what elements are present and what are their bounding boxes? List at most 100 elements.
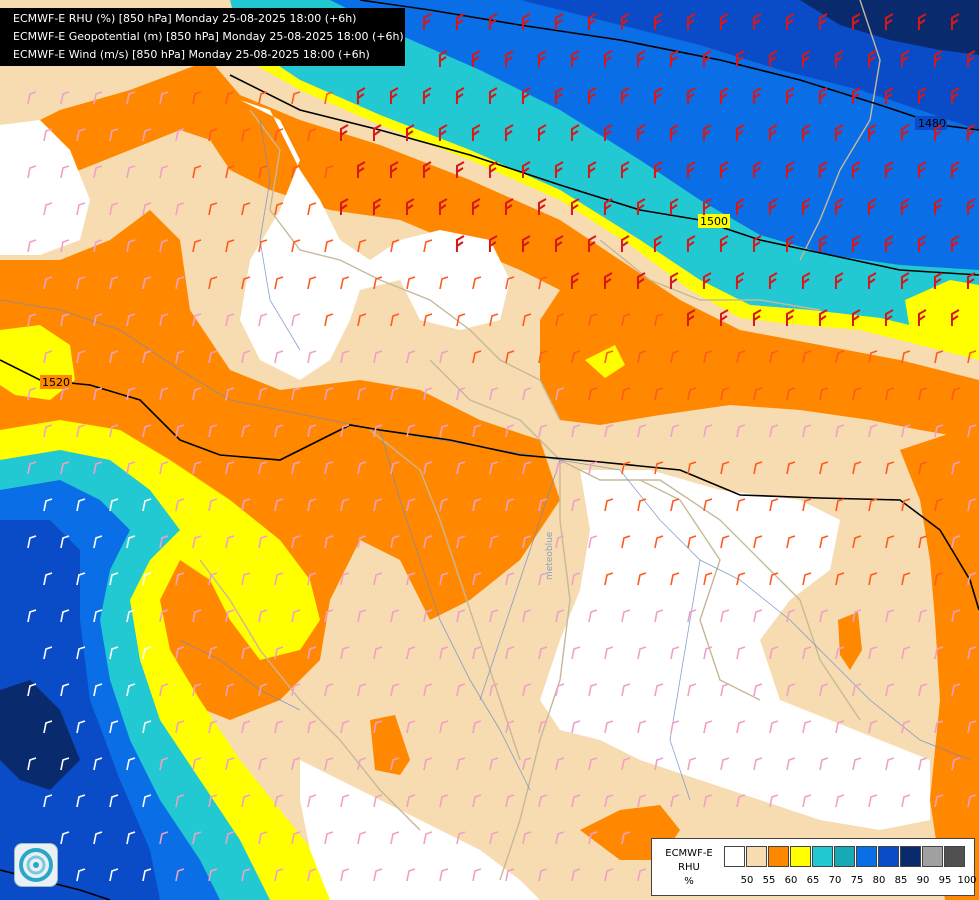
wind-barb [93, 683, 103, 697]
wind-barb [604, 424, 614, 438]
map-header: ECMWF-E RHU (%) [850 hPa] Monday 25-08-2… [0, 8, 405, 66]
wind-barb [488, 235, 498, 252]
wind-barb [654, 535, 664, 549]
wind-barb [621, 609, 631, 623]
wind-barb [274, 572, 284, 586]
wind-barb [175, 646, 185, 660]
wind-barb [307, 794, 317, 808]
wind-barb [373, 794, 383, 808]
wind-barb [950, 13, 960, 30]
wind-barb [159, 313, 169, 327]
wind-barb [884, 87, 894, 104]
wind-barb [604, 498, 614, 512]
wind-barb [918, 757, 928, 771]
wind-barb [686, 309, 696, 326]
wind-barb [753, 535, 763, 549]
wind-barb [769, 794, 779, 808]
wind-barb [43, 498, 53, 512]
wind-barb [588, 609, 598, 623]
wind-barb [867, 50, 877, 67]
wind-barb [324, 461, 334, 475]
wind-barb [753, 757, 763, 771]
wind-barb [192, 239, 202, 253]
wind-barb [488, 87, 498, 104]
wind-barb [603, 124, 613, 141]
wind-barb [109, 128, 119, 142]
wind-barb [702, 50, 712, 67]
wind-barb [867, 124, 877, 141]
wind-barb [868, 794, 878, 808]
wind-barb [768, 272, 778, 289]
wind-barb [588, 535, 598, 549]
wind-barb [786, 387, 796, 401]
wind-barb [654, 461, 664, 475]
wind-barb [901, 498, 911, 512]
wind-barb [786, 535, 796, 549]
wind-barb [933, 272, 943, 289]
wind-barb [653, 87, 663, 104]
wind-barb [521, 235, 531, 252]
wind-barb [439, 794, 449, 808]
wind-barb [489, 387, 499, 401]
wind-barb [670, 498, 680, 512]
wind-barb [258, 387, 268, 401]
wind-barb [438, 198, 448, 215]
wind-barb [126, 165, 136, 179]
rhu-65-patch-east [905, 280, 979, 350]
wind-barb [521, 13, 531, 30]
wind-barb [225, 609, 235, 623]
legend-tick-label: 70 [828, 875, 842, 886]
wind-barb [571, 868, 581, 882]
wind-barb [621, 387, 631, 401]
wind-barb [885, 609, 895, 623]
wind-barb [324, 609, 334, 623]
wind-barb [555, 387, 565, 401]
wind-barb [241, 128, 251, 142]
provider-logo-icon[interactable] [14, 843, 58, 887]
wind-barb [423, 387, 433, 401]
wind-barb [504, 50, 514, 67]
wind-barb [126, 683, 136, 697]
wind-barb [373, 646, 383, 660]
wind-barb [192, 91, 202, 105]
rivers [0, 119, 971, 801]
wind-barb [142, 572, 152, 586]
wind-barb [225, 91, 235, 105]
wind-barb [307, 868, 317, 882]
wind-barb [76, 646, 86, 660]
wind-barb [324, 683, 334, 697]
legend-tick-label: 55 [762, 875, 776, 886]
wind-barb [357, 461, 367, 475]
wind-barb [504, 198, 514, 215]
wind-barb [637, 794, 647, 808]
wind-barb [340, 572, 350, 586]
wind-barb [769, 646, 779, 660]
rhu-60-patch-east [900, 430, 979, 900]
wind-barb [719, 161, 729, 178]
wind-barb [324, 239, 334, 253]
wind-barb [126, 461, 136, 475]
wind-barb [175, 794, 185, 808]
wind-barb [603, 198, 613, 215]
wind-barb [802, 350, 812, 364]
wind-barb [456, 757, 466, 771]
wind-barb [555, 535, 565, 549]
wind-barb [455, 235, 465, 252]
wind-barb [670, 646, 680, 660]
wind-barb [588, 683, 598, 697]
wind-barb [456, 461, 466, 475]
wind-barb [258, 239, 268, 253]
wind-barb [934, 720, 944, 734]
wind-barb [835, 646, 845, 660]
wind-barb [604, 646, 614, 660]
wind-barb [307, 572, 317, 586]
wind-barb [324, 757, 334, 771]
wind-barb [720, 535, 730, 549]
wind-barb [142, 350, 152, 364]
wind-barb [735, 198, 745, 215]
wind-barb [291, 313, 301, 327]
wind-barb [241, 720, 251, 734]
wind-barb [735, 272, 745, 289]
wind-barb [603, 50, 613, 67]
